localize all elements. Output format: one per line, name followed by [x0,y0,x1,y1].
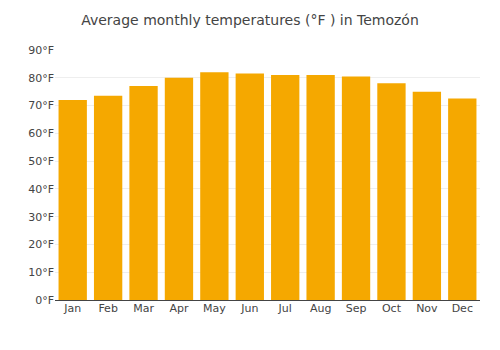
svg-text:10°F: 10°F [28,266,54,279]
svg-text:Average monthly temperatures (: Average monthly temperatures (°F ) in Te… [81,12,419,28]
svg-text:Sep: Sep [346,302,367,315]
svg-text:May: May [203,302,226,315]
svg-text:Jul: Jul [278,302,292,315]
svg-text:90°F: 90°F [28,44,54,57]
svg-text:Jan: Jan [63,302,81,315]
svg-text:60°F: 60°F [28,127,54,140]
svg-text:Dec: Dec [452,302,473,315]
svg-text:30°F: 30°F [28,211,54,224]
svg-text:40°F: 40°F [28,183,54,196]
svg-text:Apr: Apr [169,302,189,315]
svg-text:0°F: 0°F [35,294,54,307]
svg-text:Mar: Mar [133,302,154,315]
svg-text:50°F: 50°F [28,155,54,168]
svg-text:Jun: Jun [240,302,258,315]
svg-text:Feb: Feb [98,302,117,315]
svg-text:Nov: Nov [416,302,438,315]
svg-text:80°F: 80°F [28,72,54,85]
svg-text:Oct: Oct [382,302,402,315]
svg-text:20°F: 20°F [28,238,54,251]
svg-text:70°F: 70°F [28,99,54,112]
svg-text:Aug: Aug [310,302,331,315]
